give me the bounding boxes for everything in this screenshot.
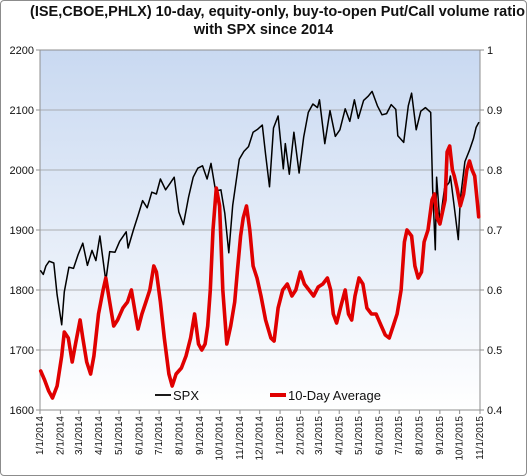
x-tick-label: 8/1/2015 — [414, 416, 425, 455]
y-right-tick-label: 0.8 — [487, 165, 502, 177]
x-tick-label: 3/1/2015 — [314, 416, 325, 455]
x-tick-label: 1/1/2015 — [275, 416, 286, 455]
x-tick-label: 2/1/2015 — [295, 416, 306, 455]
legend-label: SPX — [173, 388, 199, 403]
x-tick-label: 10/1/2014 — [215, 416, 226, 461]
y-right-tick-label: 0.7 — [487, 225, 502, 237]
y-right-tick-label: 0.4 — [487, 405, 502, 417]
chart-title: (ISE,CBOE,PHLX) 10-day, equity-only, buy… — [30, 3, 525, 39]
series-line-spx — [39, 90, 480, 326]
y-right-tick-label: 0.6 — [487, 285, 502, 297]
y-left-tick-label: 2000 — [10, 165, 34, 177]
x-tick-label: 8/1/2014 — [174, 416, 185, 455]
y-left-tick-label: 1700 — [10, 345, 34, 357]
x-tick-label: 10/1/2015 — [455, 416, 466, 461]
chart-title-line-2: with SPX since 2014 — [193, 22, 334, 38]
x-tick-label: 6/1/2015 — [374, 416, 385, 455]
x-tick-label: 7/1/2014 — [154, 416, 165, 455]
y-left-tick-label: 2200 — [10, 45, 34, 57]
y-right-tick-label: 0.9 — [487, 105, 502, 117]
series-lines — [38, 90, 481, 400]
y-left-tick-label: 1900 — [10, 225, 34, 237]
x-tick-label: 4/1/2015 — [334, 416, 345, 455]
x-tick-label: 9/1/2015 — [435, 416, 446, 455]
x-tick-label: 4/1/2014 — [94, 416, 105, 455]
y-left-tick-label: 1600 — [10, 405, 34, 417]
x-tick-label: 9/1/2014 — [195, 416, 206, 455]
y-axis-right: 0.4 0.5 0.6 0.7 0.8 0.9 1 — [480, 45, 502, 417]
legend: SPX 10-Day Average — [155, 388, 381, 403]
series-line-10-day-average — [38, 144, 481, 400]
y-axis-left: 1600 1700 1800 1900 2000 2100 2200 — [10, 45, 40, 417]
y-right-tick-label: 0.5 — [487, 345, 502, 357]
x-tick-label: 3/1/2014 — [74, 416, 85, 455]
x-axis: 1/1/2014 2/1/2014 3/1/2014 4/1/2014 5/1/2014… — [35, 410, 486, 461]
legend-label: 10-Day Average — [288, 388, 381, 403]
x-tick-label: 5/1/2015 — [354, 416, 365, 455]
x-tick-label: 11/1/2015 — [475, 416, 486, 460]
x-tick-label: 6/1/2014 — [134, 416, 145, 455]
x-tick-label: 7/1/2015 — [394, 416, 405, 455]
chart-title-line-1: (ISE,CBOE,PHLX) 10-day, equity-only, buy… — [30, 4, 525, 20]
y-left-tick-label: 2100 — [10, 105, 34, 117]
x-tick-label: 12/1/2014 — [255, 416, 266, 461]
x-tick-label: 2/1/2014 — [55, 416, 66, 455]
y-right-tick-label: 1 — [487, 45, 493, 57]
x-tick-label: 1/1/2014 — [35, 416, 46, 455]
x-tick-label: 5/1/2014 — [114, 416, 125, 455]
y-left-tick-label: 1800 — [10, 285, 34, 297]
x-tick-label: 11/1/2014 — [235, 416, 246, 460]
